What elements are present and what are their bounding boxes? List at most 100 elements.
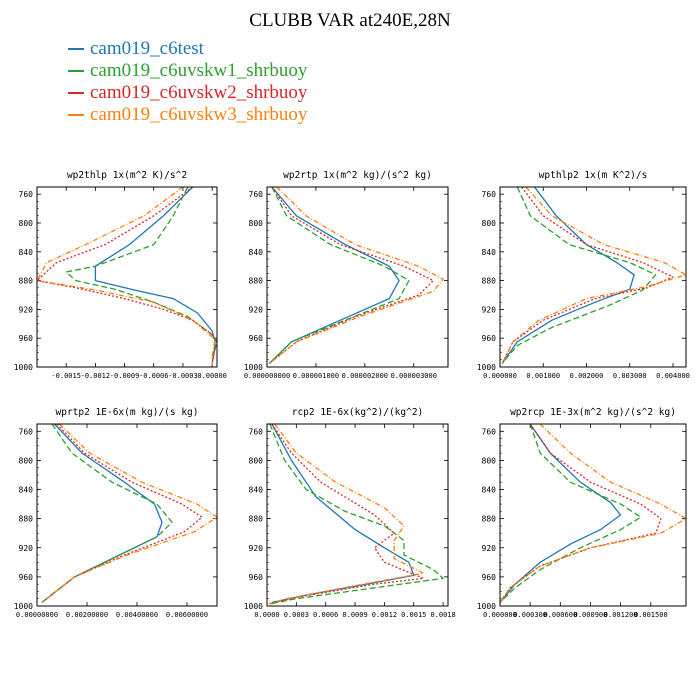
- series-line: [501, 186, 674, 364]
- y-tick-label: 1000: [244, 602, 263, 611]
- y-tick-label: 800: [482, 219, 497, 228]
- series-line: [41, 423, 173, 603]
- x-tick-label: 0.001200: [604, 611, 638, 619]
- series-line: [36, 186, 216, 365]
- y-tick-label: 960: [249, 573, 264, 582]
- x-tick-label: 0.002000: [570, 372, 604, 380]
- chart-panel: wp2rcp 1E-3x(m^2 kg)/(s^2 kg) 760 800 840 88…: [477, 407, 687, 619]
- y-tick-label: 920: [19, 544, 34, 553]
- legend-label: cam019_c6uvskw3_shrbuoy: [90, 104, 308, 125]
- series-line: [271, 423, 415, 604]
- chart-title: wpthlp2 1x(m K^2)/s: [539, 170, 648, 181]
- y-tick-label: 880: [482, 277, 497, 286]
- x-tick-label: 0.0000: [254, 611, 279, 619]
- x-tick-label: 0.0012: [372, 611, 397, 619]
- chart-title: rcp2 1E-6x(kg^2)/(kg^2): [292, 407, 424, 418]
- y-tick-label: 800: [249, 456, 264, 465]
- chart-panel: rcp2 1E-6x(kg^2)/(kg^2) 760 800 840 880 920 96…: [244, 407, 456, 619]
- y-tick-label: 800: [19, 456, 34, 465]
- series-line: [499, 423, 642, 603]
- series-line: [65, 186, 218, 364]
- legend-swatch-line: [68, 70, 84, 72]
- y-tick-label: 1000: [244, 363, 263, 372]
- series-line: [268, 186, 410, 364]
- y-tick-label: 880: [249, 277, 264, 286]
- x-tick-label: 0.0006: [313, 611, 338, 619]
- chart-panel: wpthlp2 1x(m K^2)/s 760 800 840 880 920 960 100…: [477, 170, 690, 380]
- plot-frame: [499, 186, 687, 368]
- x-tick-label: 0.00000: [197, 372, 227, 380]
- series-line: [269, 423, 444, 605]
- x-tick-label: 0.000000000: [244, 372, 290, 380]
- series-line: [501, 186, 635, 364]
- x-tick-label: 0.001000: [526, 372, 560, 380]
- y-tick-label: 1000: [14, 602, 33, 611]
- y-tick-label: 1000: [477, 602, 496, 611]
- plot-frame: [266, 423, 449, 607]
- x-tick-label: 0.00000000: [16, 611, 58, 619]
- series-line: [499, 423, 622, 603]
- chart-title: wp2rtp 1x(m^2 kg)/(s^2 kg): [283, 170, 432, 181]
- y-tick-label: 760: [249, 190, 264, 199]
- x-tick-label: 0.000003000: [391, 372, 437, 380]
- plot-frame: [36, 423, 218, 607]
- x-tick-label: 0.000001000: [293, 372, 339, 380]
- series-line: [36, 186, 218, 364]
- series-line: [499, 423, 662, 603]
- series-line: [41, 423, 203, 603]
- x-tick-label: 0.004000: [656, 372, 690, 380]
- legend-swatch-line: [68, 114, 84, 116]
- x-tick-label: -0.0015: [51, 372, 81, 380]
- chart-title: wprtp2 1E-6x(m kg)/(s kg): [56, 407, 199, 418]
- y-tick-label: 840: [482, 248, 497, 257]
- y-tick-label: 960: [482, 334, 497, 343]
- y-tick-label: 880: [249, 515, 264, 524]
- y-tick-label: 880: [19, 277, 34, 286]
- y-tick-label: 960: [482, 573, 497, 582]
- chart-title: wp2thlp 1x(m^2 K)/s^2: [67, 170, 187, 181]
- series-line: [268, 186, 444, 364]
- x-tick-label: 0.00600000: [166, 611, 208, 619]
- y-tick-label: 800: [19, 219, 34, 228]
- chart-panel: wprtp2 1E-6x(m kg)/(s kg) 760 800 840 880 920…: [14, 407, 218, 619]
- series-line: [269, 423, 425, 605]
- y-tick-label: 840: [482, 486, 497, 495]
- x-tick-label: 0.0015: [401, 611, 426, 619]
- y-tick-label: 1000: [477, 363, 496, 372]
- y-tick-label: 760: [249, 427, 264, 436]
- x-tick-label: 0.0009: [342, 611, 367, 619]
- x-tick-label: 0.0003: [284, 611, 309, 619]
- x-tick-label: 0.003000: [613, 372, 647, 380]
- series-line: [268, 423, 425, 605]
- series-line: [501, 186, 657, 364]
- y-tick-label: 760: [482, 190, 497, 199]
- x-tick-label: -0.0012: [81, 372, 111, 380]
- legend-swatch-line: [68, 92, 84, 94]
- series-line: [41, 423, 163, 603]
- y-tick-label: 840: [249, 248, 264, 257]
- y-tick-label: 800: [482, 456, 497, 465]
- chart-title: wp2rcp 1E-3x(m^2 kg)/(s^2 kg): [510, 407, 676, 418]
- y-tick-label: 960: [19, 334, 34, 343]
- y-tick-label: 760: [19, 190, 34, 199]
- plot-frame: [266, 186, 449, 368]
- chart-panel: wp2thlp 1x(m^2 K)/s^2 760 800 840 880 920 960 1…: [14, 170, 227, 380]
- x-tick-label: -0.0009: [110, 372, 140, 380]
- y-tick-label: 880: [19, 515, 34, 524]
- x-tick-label: 0.000300: [513, 611, 547, 619]
- y-tick-label: 800: [249, 219, 264, 228]
- y-tick-label: 760: [482, 427, 497, 436]
- y-tick-label: 840: [19, 248, 34, 257]
- series-line: [268, 186, 400, 364]
- y-tick-label: 1000: [14, 363, 33, 372]
- x-tick-label: 0.0018: [430, 611, 455, 619]
- y-tick-label: 840: [249, 486, 264, 495]
- y-tick-label: 840: [19, 486, 34, 495]
- y-tick-label: 960: [249, 334, 264, 343]
- x-tick-label: 0.000000: [483, 611, 517, 619]
- series-line: [41, 423, 218, 603]
- x-tick-label: 0.00200000: [66, 611, 108, 619]
- x-tick-label: 0.000002000: [342, 372, 388, 380]
- legend-swatch-line: [68, 48, 84, 50]
